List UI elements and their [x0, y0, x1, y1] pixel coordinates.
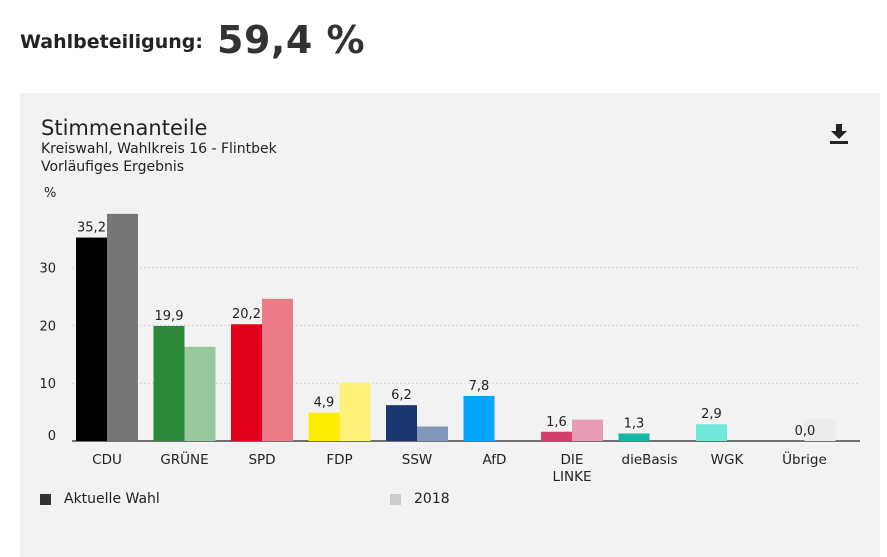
bar-2018-übrige	[804, 419, 836, 441]
data-label-afd: 7,8	[469, 379, 490, 394]
y-tick-label-20: 20	[39, 319, 56, 334]
download-icon-graphic	[830, 124, 848, 144]
legend-item-current: Aktuelle Wahl	[40, 491, 160, 507]
x-tick-label-spd: SPD	[248, 452, 275, 468]
x-tick-label-grüne: GRÜNE	[160, 450, 208, 468]
bar-2018-fdp	[339, 382, 371, 441]
bar-chart: % 0 10 20 30 35,2 CDU 19,9 GRÜNE 20,2 SPD 4,9 FDP 6,2…	[39, 186, 860, 485]
x-tick-label-diebasis: dieBasis	[622, 452, 678, 468]
legend-swatch-2018	[390, 493, 401, 505]
data-label-grüne: 19,9	[155, 309, 184, 324]
bar-current-spd	[231, 324, 262, 441]
x-tick-label-übrige: Übrige	[782, 450, 827, 468]
bar-current-fdp	[308, 412, 340, 441]
bar-2018-spd	[262, 298, 293, 441]
x-tick-label-die-linke-2: LINKE	[553, 469, 592, 485]
bar-2018-cdu	[107, 213, 138, 441]
bar-current-die-linke	[541, 431, 572, 441]
legend-label-current: Aktuelle Wahl	[64, 491, 160, 507]
data-label-die-linke: 1,6	[546, 415, 567, 430]
legend-item-2018: 2018	[390, 491, 450, 507]
x-tick-label-ssw: SSW	[402, 452, 433, 468]
data-label-wgk: 2,9	[701, 407, 722, 422]
bar-current-ssw	[386, 405, 417, 441]
x-tick-label-die-linke-1: DIE	[561, 452, 584, 468]
bar-current-afd	[463, 395, 495, 441]
y-axis-label: %	[44, 186, 56, 201]
x-tick-label-fdp: FDP	[326, 452, 352, 468]
x-tick-label-wgk: WGK	[711, 452, 745, 468]
turnout-value: 59,4 %	[217, 18, 366, 62]
bar-2018-die-linke	[572, 419, 603, 441]
chart-title: Stimmenanteile	[41, 116, 208, 140]
data-label-diebasis: 1,3	[624, 416, 645, 431]
y-tick-label-0: 0	[48, 429, 56, 444]
turnout-summary: Wahlbeteiligung: 59,4 %	[20, 12, 365, 68]
bar-2018-ssw	[417, 426, 448, 441]
data-label-spd: 20,2	[232, 307, 261, 322]
y-tick-label-10: 10	[39, 377, 56, 392]
data-label-cdu: 35,2	[77, 221, 106, 236]
bar-current-cdu	[76, 237, 107, 441]
bar-current-diebasis	[618, 433, 650, 441]
chart-status: Vorläufiges Ergebnis	[41, 159, 185, 175]
x-tick-label-afd: AfD	[483, 452, 507, 468]
turnout-label: Wahlbeteiligung:	[20, 31, 203, 53]
y-tick-label-30: 30	[39, 262, 56, 277]
bar-2018-grüne	[184, 346, 216, 441]
data-label-fdp: 4,9	[314, 396, 335, 411]
bar-current-grüne	[153, 325, 185, 441]
data-label-übrige: 0,0	[795, 424, 816, 439]
chart-subtitle: Kreiswahl, Wahlkreis 16 - Flintbek	[41, 141, 277, 157]
chart-panel: Stimmenanteile Kreiswahl, Wahlkreis 16 -…	[20, 93, 880, 557]
x-tick-label-cdu: CDU	[92, 452, 122, 468]
legend-swatch-current	[40, 493, 51, 505]
data-label-ssw: 6,2	[391, 388, 412, 403]
download-icon[interactable]	[828, 121, 850, 145]
legend-label-2018: 2018	[414, 491, 450, 507]
bar-current-wgk	[696, 424, 727, 441]
